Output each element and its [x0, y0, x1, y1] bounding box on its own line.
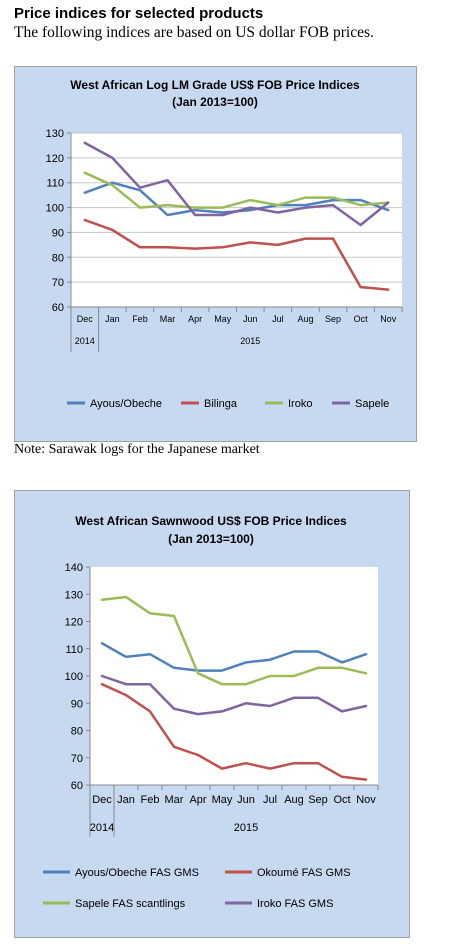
sawn-x-tick-label: Dec	[92, 794, 112, 806]
sawn-year-label: 2015	[234, 822, 258, 834]
log-y-tick-label: 80	[52, 252, 64, 264]
log-x-tick-label: Jun	[243, 314, 258, 324]
sawn-series-line-3	[100, 674, 368, 716]
log-series-line-2	[83, 171, 390, 209]
sawn-series-line-1	[100, 682, 368, 781]
log-y-tick-label: 90	[52, 227, 64, 239]
log-chart-subtitle: (Jan 2013=100)	[172, 95, 258, 109]
sawn-x-tick-label: Feb	[141, 794, 160, 806]
log-year-label: 2014	[75, 336, 95, 346]
log-x-tick-label: Mar	[160, 314, 176, 324]
log-price-chart: 60 70 80 90 100 110 120 130 Dec Jan Feb Mar Apr May Ju…	[14, 66, 417, 442]
sawn-legend-label: Ayous/Obeche FAS GMS	[75, 867, 199, 879]
sawn-series-line-0	[100, 642, 368, 672]
sawn-y-tick-label: 120	[65, 617, 83, 629]
log-y-tick-label: 120	[46, 153, 64, 165]
log-x-tick-label: Jul	[272, 314, 284, 324]
log-x-tick-label: Aug	[297, 314, 313, 324]
sawn-year-label: 2014	[90, 822, 114, 834]
sawn-x-tick-label: Sep	[308, 794, 328, 806]
sawn-chart-subtitle: (Jan 2013=100)	[168, 532, 254, 546]
log-x-tick-label: Feb	[132, 314, 148, 324]
log-x-tick-label: May	[214, 314, 232, 324]
log-x-tick-label: Jan	[105, 314, 120, 324]
sawn-x-tick-label: Mar	[165, 794, 184, 806]
log-y-tick-label: 130	[46, 128, 64, 140]
page-subtitle: The following indices are based on US do…	[14, 24, 374, 41]
log-legend-label: Ayous/Obeche	[90, 398, 162, 410]
log-x-tick-label: Sep	[325, 314, 341, 324]
sawn-legend-label: Okoumé FAS GMS	[257, 867, 351, 879]
sawn-y-tick-label: 90	[71, 698, 83, 710]
note-text: Note: Sarawak logs for the Japanese mark…	[14, 442, 260, 457]
sawn-x-tick-label: Oct	[333, 794, 350, 806]
sawn-x-tick-label: Nov	[356, 794, 376, 806]
log-x-tick-label: Apr	[188, 314, 202, 324]
log-plot-area	[71, 133, 402, 307]
page-title: Price indices for selected products	[14, 5, 264, 22]
sawn-series-line-2	[100, 595, 368, 686]
sawnwood-price-chart-svg: 60 70 80 90 100 110 120 130 140 Dec Jan Feb Mar Apr Ma…	[43, 514, 379, 910]
sawn-y-tick-label: 110	[65, 644, 83, 656]
log-legend-label: Sapele	[355, 398, 389, 410]
log-year-label: 2015	[240, 336, 260, 346]
sawn-x-tick-label: May	[212, 794, 233, 806]
sawn-chart-title: West African Sawnwood US$ FOB Price Indi…	[75, 514, 347, 528]
log-legend-label: Bilinga	[204, 398, 238, 410]
sawn-y-tick-label: 100	[65, 671, 83, 683]
sawn-x-tick-label: Aug	[284, 794, 304, 806]
sawn-x-tick-label: Jul	[263, 794, 277, 806]
log-y-tick-label: 110	[46, 178, 64, 190]
sawn-y-tick-label: 70	[71, 753, 83, 765]
sawn-y-tick-label: 80	[71, 726, 83, 738]
log-legend-label: Iroko	[288, 398, 312, 410]
log-x-tick-label: Nov	[380, 314, 397, 324]
sawn-y-tick-label: 130	[65, 589, 83, 601]
log-y-tick-label: 100	[46, 203, 64, 215]
sawn-plot-area	[90, 567, 378, 785]
sawn-x-tick-label: Jun	[237, 794, 255, 806]
log-price-chart-svg: 60 70 80 90 100 110 120 130 Dec Jan Feb Mar Apr May Ju…	[46, 78, 403, 410]
log-y-tick-label: 60	[52, 302, 64, 314]
sawn-legend-label: Sapele FAS scantlings	[75, 898, 186, 910]
sawn-x-tick-label: Apr	[189, 794, 206, 806]
log-x-tick-label: Oct	[354, 314, 369, 324]
log-series-line-1	[83, 218, 390, 291]
sawnwood-price-chart: 60 70 80 90 100 110 120 130 140 Dec Jan Feb Mar Apr Ma…	[14, 490, 410, 938]
sawn-y-tick-label: 140	[65, 562, 83, 574]
log-series-line-3	[83, 141, 390, 227]
sawn-y-tick-label: 60	[71, 780, 83, 792]
sawn-x-tick-label: Jan	[117, 794, 135, 806]
sawn-legend-label: Iroko FAS GMS	[257, 898, 333, 910]
log-x-tick-label: Dec	[77, 314, 94, 324]
log-y-tick-label: 70	[52, 277, 64, 289]
log-chart-title: West African Log LM Grade US$ FOB Price …	[70, 78, 360, 92]
